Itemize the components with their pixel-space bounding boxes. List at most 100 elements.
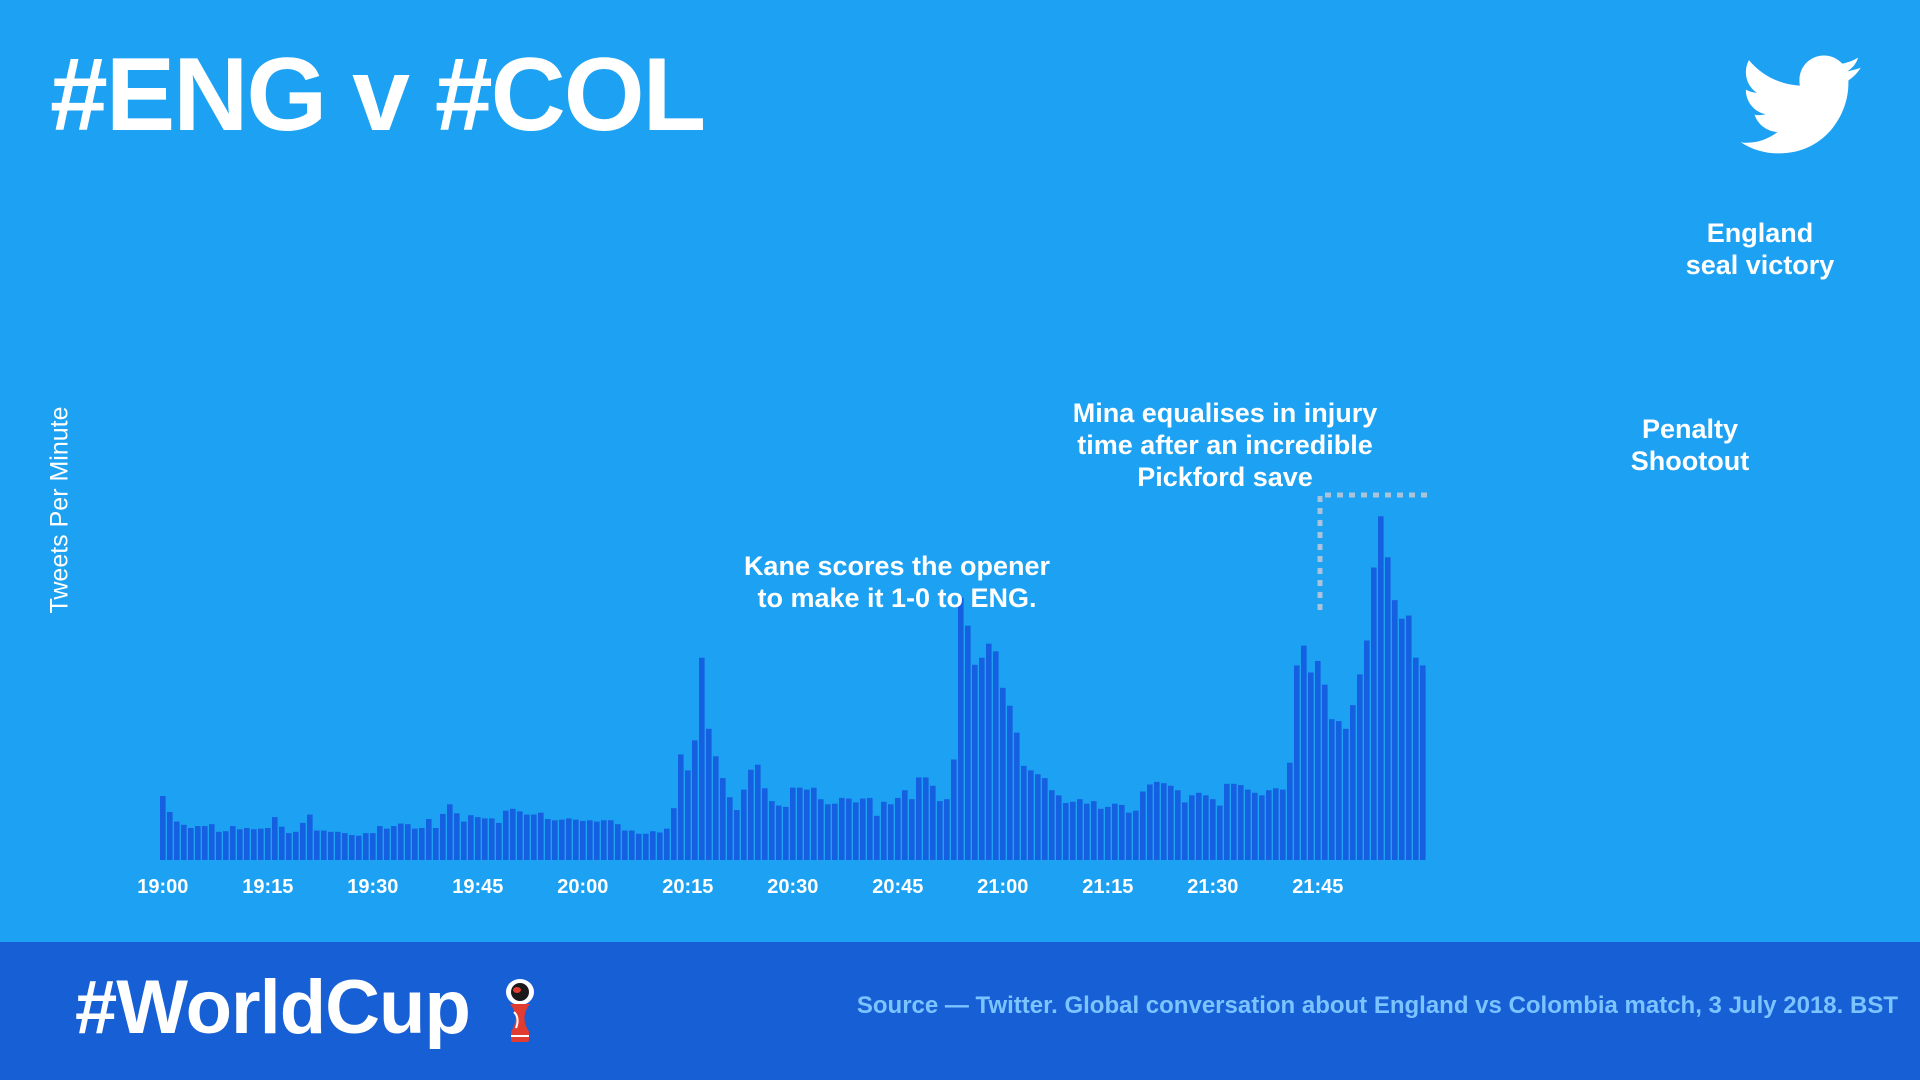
bar	[356, 835, 362, 860]
bar	[1105, 806, 1111, 860]
x-tick-label: 19:15	[242, 876, 293, 898]
bar	[1406, 615, 1412, 860]
bar	[594, 821, 600, 860]
bar	[1315, 660, 1321, 860]
bar	[958, 597, 964, 860]
bar	[314, 830, 320, 860]
bar	[1280, 789, 1286, 860]
bar	[1175, 790, 1181, 860]
bar	[1070, 801, 1076, 860]
bar	[566, 818, 572, 860]
bar	[1056, 795, 1062, 860]
bar	[811, 787, 817, 860]
bar	[1266, 790, 1272, 860]
bar	[1392, 600, 1398, 860]
bar	[741, 789, 747, 860]
x-tick-label: 20:45	[872, 876, 923, 898]
bar	[426, 819, 432, 860]
bar	[195, 826, 201, 860]
bar	[391, 826, 397, 860]
bar	[888, 804, 894, 860]
bar	[279, 826, 285, 860]
bar	[1357, 674, 1363, 860]
annotation-mina: Mina equalises in injury time after an in…	[1073, 397, 1378, 493]
bar	[867, 797, 873, 860]
annotation-line: Penalty	[1641, 414, 1739, 444]
bar	[482, 818, 488, 860]
annotation-line: seal victory	[1685, 250, 1835, 280]
bar	[384, 828, 390, 860]
bar	[1203, 795, 1209, 860]
bar	[727, 797, 733, 860]
bar	[951, 759, 957, 860]
bar	[454, 813, 460, 860]
bar	[615, 824, 621, 860]
bar	[1385, 557, 1391, 860]
bar	[622, 830, 628, 860]
bar	[993, 651, 999, 860]
bar	[671, 808, 677, 860]
bar	[251, 829, 257, 860]
bar	[412, 828, 418, 860]
bar	[881, 801, 887, 860]
x-tick-label: 21:45	[1292, 876, 1343, 898]
bar	[1238, 785, 1244, 860]
bar	[265, 828, 271, 860]
bar	[335, 831, 341, 860]
bar	[1301, 645, 1307, 860]
bar	[503, 810, 509, 860]
x-tick-label: 21:15	[1082, 876, 1133, 898]
bar	[1119, 804, 1125, 860]
bar	[986, 643, 992, 860]
bar	[860, 798, 866, 860]
bar	[832, 803, 838, 860]
bar	[601, 820, 607, 860]
bar	[580, 820, 586, 860]
bar	[1210, 799, 1216, 860]
bar	[1140, 791, 1146, 860]
bar	[804, 789, 810, 860]
bar	[1084, 803, 1090, 860]
bar	[531, 814, 537, 860]
worldcup-hashtag: #WorldCup	[75, 965, 471, 1050]
bar	[1252, 792, 1258, 860]
bar	[1399, 618, 1405, 860]
bar	[748, 769, 754, 860]
bar	[216, 831, 222, 860]
annotation-kane: Kane scores the opener to make it 1-0 to …	[744, 550, 1050, 614]
bar	[1329, 719, 1335, 860]
bar	[349, 835, 355, 860]
bar	[650, 831, 656, 860]
annotation-line: Shootout	[1630, 446, 1750, 476]
bar	[1021, 765, 1027, 860]
bar	[1350, 705, 1356, 860]
bar	[342, 833, 348, 860]
bar	[1378, 516, 1384, 860]
bar	[286, 833, 292, 860]
bar	[440, 813, 446, 860]
bar	[790, 787, 796, 860]
bar	[223, 831, 229, 860]
bar	[1147, 784, 1153, 860]
bar	[1343, 728, 1349, 860]
x-tick-label: 19:45	[452, 876, 503, 898]
bar	[524, 814, 530, 860]
bar	[587, 820, 593, 860]
bar	[1000, 687, 1006, 860]
bar	[776, 805, 782, 860]
bar	[1224, 783, 1230, 860]
bar	[489, 818, 495, 860]
bar	[1322, 684, 1328, 860]
bar	[1077, 799, 1083, 860]
bar	[405, 824, 411, 860]
bar	[853, 802, 859, 860]
bar	[1420, 665, 1426, 860]
bar	[174, 821, 180, 860]
bar	[244, 828, 250, 860]
bar	[230, 826, 236, 860]
bar	[762, 788, 768, 860]
bar	[629, 830, 635, 860]
bar	[979, 657, 985, 860]
bar	[1014, 732, 1020, 860]
bar	[678, 754, 684, 860]
